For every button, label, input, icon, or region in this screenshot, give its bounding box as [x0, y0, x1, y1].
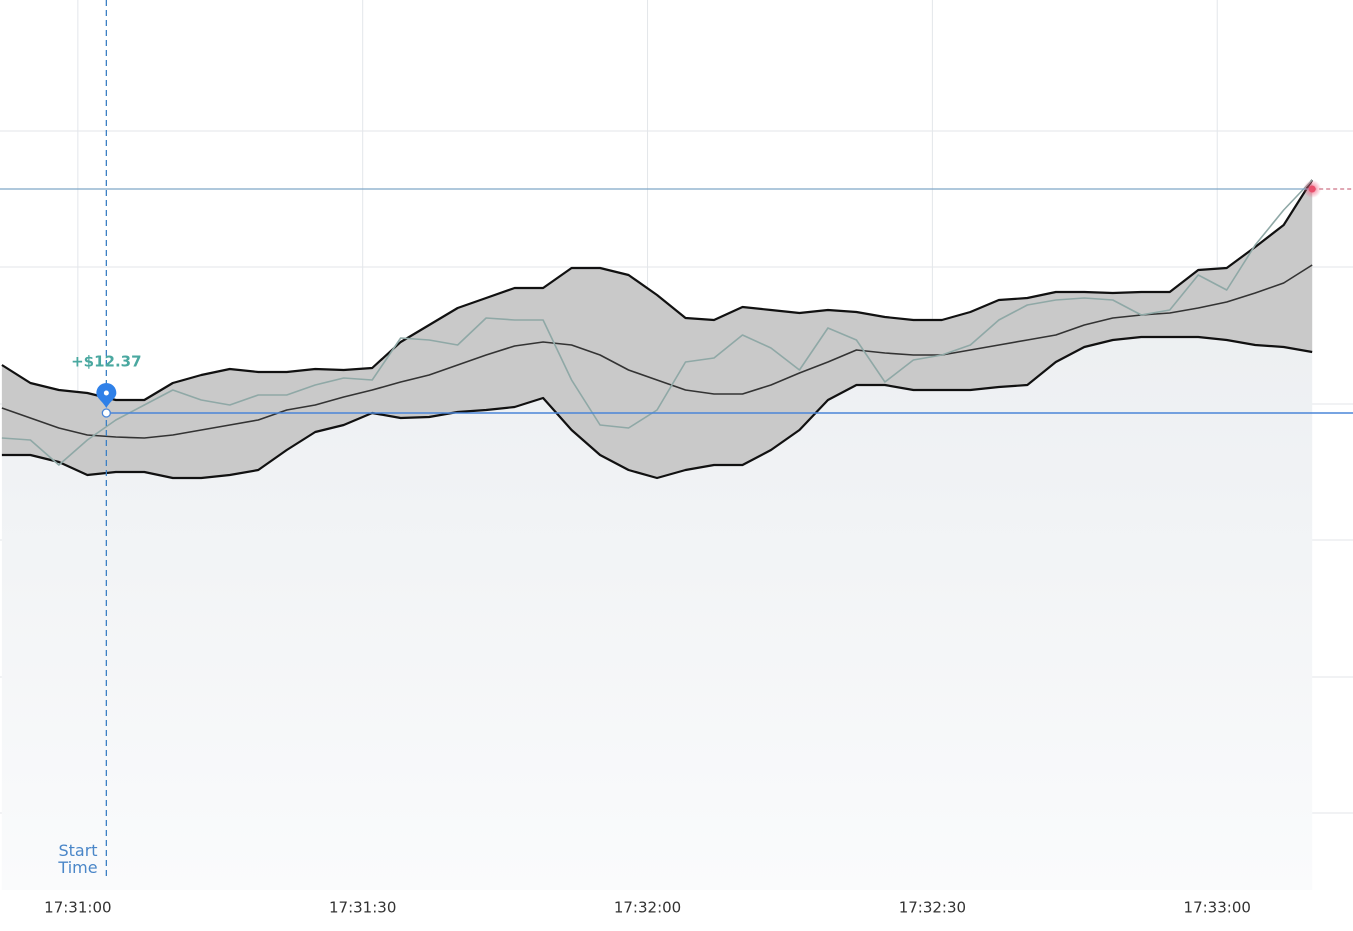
lines	[1, 179, 1314, 480]
x-tick-label: 17:31:00	[44, 899, 111, 917]
x-tick-label: 17:33:00	[1184, 899, 1251, 917]
entry-point	[101, 408, 111, 418]
band-fill	[1, 180, 1313, 478]
fills	[1, 180, 1313, 890]
series-line	[1, 179, 1314, 402]
overlay: +$12.37	[0, 0, 1353, 878]
series-line	[1, 179, 1313, 466]
x-tick-label: 17:32:00	[614, 899, 681, 917]
current-price-dot	[1308, 185, 1316, 193]
entry-profit-label: +$12.37	[71, 353, 141, 371]
area-fill	[1, 180, 1313, 890]
series-line	[1, 335, 1313, 480]
entry-pin-dot	[103, 390, 109, 396]
x-tick-label: 17:31:30	[329, 899, 396, 917]
start-time-label: Start Time	[58, 841, 98, 877]
x-tick-label: 17:32:30	[899, 899, 966, 917]
series-line	[1, 264, 1313, 439]
